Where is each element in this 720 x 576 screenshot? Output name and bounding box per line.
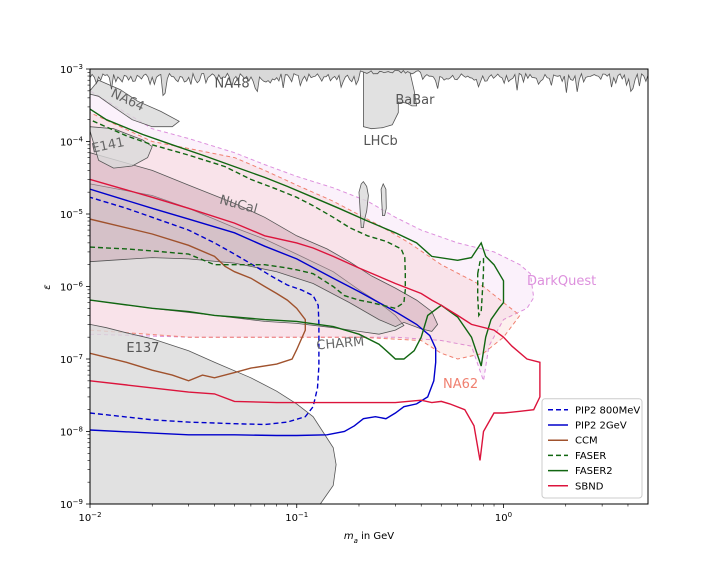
legend: PIP2 800MeV PIP2 2GeV CCM FASER FASER2 SBND <box>541 398 643 499</box>
curve-sbnd <box>90 178 541 461</box>
region-e141 <box>90 126 153 169</box>
legend-label-sbnd: SBND <box>575 481 604 492</box>
x-tick-label: 10−1 <box>285 511 308 524</box>
y-tick-label: 10−4 <box>60 136 84 149</box>
y-tick-label: 10−8 <box>60 426 83 439</box>
y-tick-label: 10−3 <box>60 63 83 76</box>
curve-pip2-2gev <box>90 188 437 437</box>
label-e141: E141 <box>90 135 125 157</box>
x-tick-label: 10−2 <box>78 511 101 524</box>
region-charm <box>90 183 405 335</box>
curve-pip2-800mev <box>90 196 320 426</box>
legend-label-faser2: FASER2 <box>575 466 613 477</box>
x-axis-label: ma in GeV <box>344 531 394 545</box>
legend-label-ccm: CCM <box>575 436 598 447</box>
label-darkquest: DarkQuest <box>527 274 596 289</box>
plot-area <box>90 69 648 504</box>
label-lhcb: LHCb <box>363 134 397 149</box>
label-na62: NA62 <box>443 377 478 392</box>
x-tick-label: 100 <box>495 511 512 524</box>
region-babar <box>363 69 418 130</box>
legend-label-pip2-800mev: PIP2 800MeV <box>575 405 640 416</box>
region-lhcb-2 <box>380 182 387 216</box>
label-babar: BaBar <box>395 93 435 108</box>
label-charm: CHARM <box>316 334 365 353</box>
legend-label-pip2-2gev: PIP2 2GeV <box>575 421 627 432</box>
curve-ccm <box>90 218 306 382</box>
region-lhcb <box>358 180 369 228</box>
region-na48 <box>90 69 648 97</box>
axes: 10−2 10−1 100 10−9 10−8 10−7 10−6 10−5 10−4 10−3 <box>60 63 629 524</box>
curve-faser2 <box>90 108 505 367</box>
legend-label-faser: FASER <box>575 451 606 462</box>
label-na48: NA48 <box>214 76 249 91</box>
y-tick-label: 10−5 <box>60 208 83 221</box>
label-e137: E137 <box>126 341 159 356</box>
y-axis-label: ε <box>42 284 53 290</box>
curve-faser-2 <box>477 257 485 318</box>
y-tick-label: 10−9 <box>60 498 83 511</box>
y-tick-label: 10−7 <box>60 353 83 366</box>
curve-faser <box>90 119 406 310</box>
legend-box <box>541 398 643 499</box>
y-tick-label: 10−6 <box>60 281 84 294</box>
region-na64 <box>90 79 180 128</box>
